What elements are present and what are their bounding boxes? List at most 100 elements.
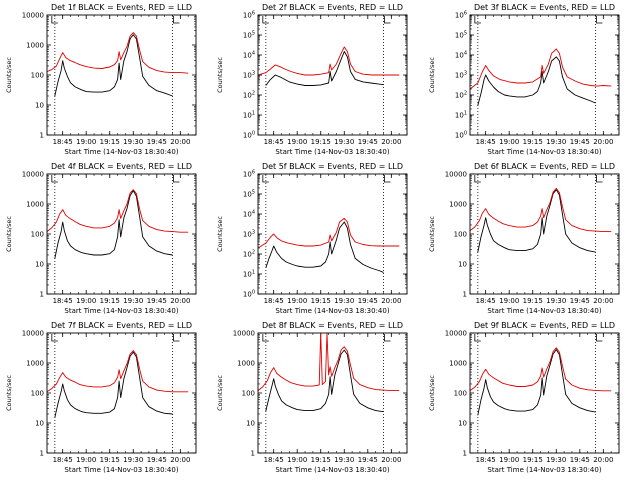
y-tick-label: 10000 xyxy=(22,171,44,179)
x-axis-label: Start Time (14-Nov-03 18:30:40) xyxy=(275,466,389,474)
x-tick-label: 18:45 xyxy=(264,297,284,305)
x-tick-label: 19:15 xyxy=(311,297,331,305)
chart-panel-7: Det 7f BLACK = Events, RED = LLD Counts/s… xyxy=(5,321,197,474)
y-tick-label: 1000 xyxy=(26,201,44,209)
x-tick-label: 19:45 xyxy=(570,138,590,146)
y-tick-label: 10 xyxy=(35,261,44,269)
plot-frame xyxy=(257,173,408,295)
x-tick-label: 19:15 xyxy=(311,138,331,146)
series-line-lld xyxy=(470,187,612,233)
y-tick-label: 101 xyxy=(243,270,255,279)
y-tick-label: 106 xyxy=(243,11,255,20)
x-tick-label: 19:00 xyxy=(287,456,307,464)
y-tick-label: 10000 xyxy=(445,171,467,179)
y-tick-label: 100 xyxy=(454,231,467,239)
y-tick-label: 100 xyxy=(31,72,44,80)
y-tick-label: 10 xyxy=(246,420,255,428)
y-tick-label: 10000 xyxy=(233,330,255,338)
start-bracket-mark xyxy=(474,16,481,24)
x-tick-label: 18:45 xyxy=(476,138,496,146)
series-line-lld xyxy=(47,189,189,233)
end-bracket-mark xyxy=(596,175,603,183)
x-tick-label: 19:15 xyxy=(523,138,543,146)
chart-title: Det 7f BLACK = Events, RED = LLD xyxy=(51,321,192,330)
start-bracket-mark xyxy=(51,175,58,183)
y-tick-label: 1 xyxy=(40,291,44,299)
x-tick-label: 18:45 xyxy=(264,138,284,146)
y-axis-label: Counts/sec xyxy=(5,57,13,93)
plot-frame xyxy=(469,173,620,295)
x-tick-label: 19:00 xyxy=(499,456,519,464)
end-bracket-mark xyxy=(384,334,391,342)
x-tick-label: 19:00 xyxy=(76,456,96,464)
series-line-events xyxy=(265,51,384,86)
y-tick-label: 101 xyxy=(455,111,467,120)
y-tick-label: 100 xyxy=(454,390,467,398)
series-line-lld xyxy=(258,333,400,392)
x-tick-label: 19:30 xyxy=(334,456,354,464)
y-axis-label: Counts/sec xyxy=(428,57,436,93)
x-tick-label: 18:45 xyxy=(264,456,284,464)
y-axis-label: Counts/sec xyxy=(5,216,13,252)
chart-panel-2: Det 2f BLACK = Events, RED = LLD Counts/s… xyxy=(216,3,408,156)
start-bracket-mark xyxy=(51,334,58,342)
series-line-lld xyxy=(258,217,400,249)
x-axis-label: Start Time (14-Nov-03 18:30:40) xyxy=(487,148,601,156)
x-tick-label: 19:00 xyxy=(287,297,307,305)
y-tick-label: 10 xyxy=(458,420,467,428)
x-tick-label: 20:00 xyxy=(170,456,190,464)
series-line-lld xyxy=(470,48,612,90)
start-bracket-mark xyxy=(262,334,269,342)
x-tick-label: 19:00 xyxy=(76,138,96,146)
x-tick-label: 19:15 xyxy=(100,138,120,146)
x-axis-label: Start Time (14-Nov-03 18:30:40) xyxy=(275,307,389,315)
y-tick-label: 1 xyxy=(251,450,255,458)
end-bracket-mark xyxy=(596,334,603,342)
series-line-lld xyxy=(470,347,612,392)
y-tick-label: 10000 xyxy=(22,330,44,338)
end-bracket-mark xyxy=(173,334,180,342)
y-tick-label: 102 xyxy=(455,91,467,100)
end-bracket-mark xyxy=(384,16,391,24)
chart-panel-6: Det 6f BLACK = Events, RED = LLD Counts/s… xyxy=(428,162,620,315)
x-tick-label: 19:45 xyxy=(358,138,378,146)
y-tick-label: 105 xyxy=(243,31,255,40)
y-axis-label: Counts/sec xyxy=(5,375,13,411)
x-tick-label: 19:00 xyxy=(499,138,519,146)
x-tick-label: 18:45 xyxy=(53,297,73,305)
x-tick-label: 19:45 xyxy=(147,138,167,146)
x-tick-label: 20:00 xyxy=(170,138,190,146)
y-axis-label: Counts/sec xyxy=(428,375,436,411)
y-tick-label: 1000 xyxy=(26,42,44,50)
start-bracket-mark xyxy=(474,175,481,183)
x-tick-label: 19:30 xyxy=(334,297,354,305)
end-bracket-mark xyxy=(596,16,603,24)
chart-panel-3: Det 3f BLACK = Events, RED = LLD Counts/s… xyxy=(428,3,620,156)
x-tick-label: 20:00 xyxy=(170,297,190,305)
x-tick-label: 19:15 xyxy=(100,297,120,305)
x-tick-label: 19:30 xyxy=(546,297,566,305)
x-axis-label: Start Time (14-Nov-03 18:30:40) xyxy=(487,466,601,474)
series-line-events xyxy=(54,351,173,418)
x-axis-label: Start Time (14-Nov-03 18:30:40) xyxy=(64,148,178,156)
x-axis-label: Start Time (14-Nov-03 18:30:40) xyxy=(64,466,178,474)
series-line-lld xyxy=(47,32,189,74)
y-tick-label: 10 xyxy=(35,420,44,428)
chart-panel-9: Det 9f BLACK = Events, RED = LLD Counts/s… xyxy=(428,321,620,474)
y-tick-label: 1000 xyxy=(237,360,255,368)
series-line-lld xyxy=(258,46,400,76)
y-tick-label: 105 xyxy=(455,31,467,40)
end-bracket-mark xyxy=(384,175,391,183)
chart-title: Det 9f BLACK = Events, RED = LLD xyxy=(474,321,615,330)
x-tick-label: 19:45 xyxy=(147,456,167,464)
y-tick-label: 100 xyxy=(243,290,255,299)
x-tick-label: 18:45 xyxy=(476,456,496,464)
y-tick-label: 106 xyxy=(455,11,467,20)
x-tick-label: 19:30 xyxy=(123,297,143,305)
y-axis-label: Counts/sec xyxy=(216,216,224,252)
y-tick-label: 104 xyxy=(243,210,255,219)
y-tick-label: 103 xyxy=(243,230,255,239)
y-tick-label: 102 xyxy=(243,91,255,100)
plot-frame xyxy=(469,332,620,454)
